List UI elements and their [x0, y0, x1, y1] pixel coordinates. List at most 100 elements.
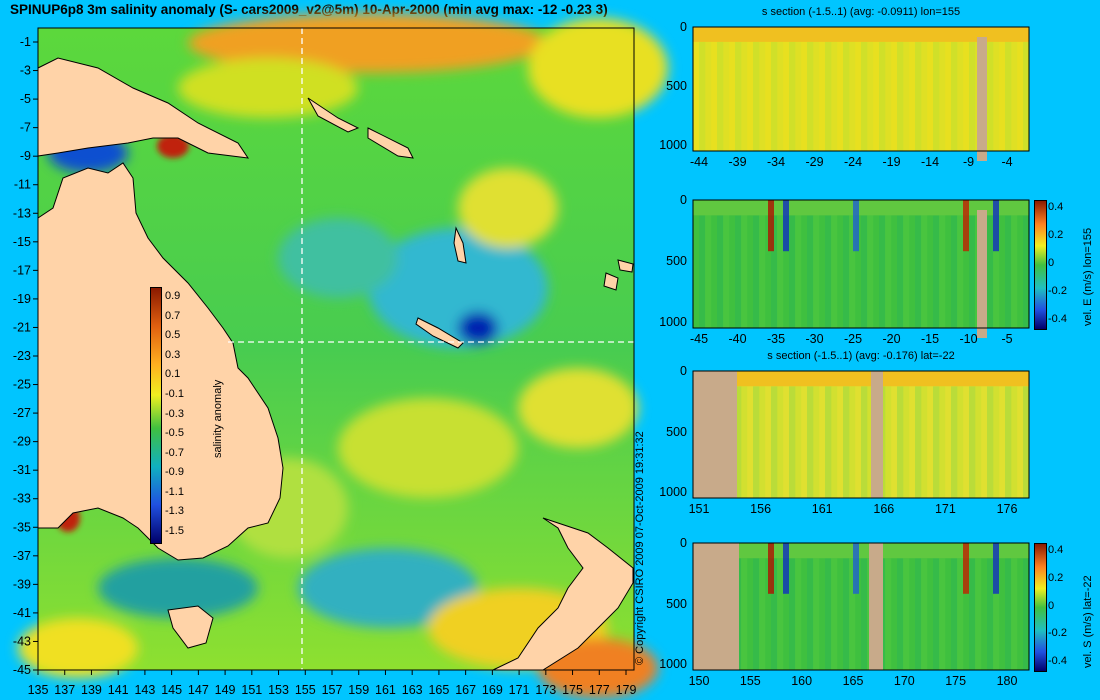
panel-x-tick-label: -14	[920, 155, 940, 169]
panel-x-tick-label: -24	[843, 155, 863, 169]
panel-y-tick-label: 500	[666, 424, 687, 439]
panel-y-tick-label: 1000	[659, 315, 687, 329]
panel-x-tick-label: 156	[750, 502, 772, 516]
page-title: SPINUP6p8 3m salinity anomaly (S- cars20…	[10, 2, 608, 17]
panel-y-tick-label: 0	[680, 536, 687, 550]
map-y-tick-label: -25	[13, 378, 31, 392]
map-y-tick-label: -5	[20, 92, 31, 106]
map-x-tick-label: 175	[562, 683, 583, 697]
panel-y-tick-label: 1000	[659, 657, 687, 671]
panel-x-tick-label: 161	[811, 502, 833, 516]
panel-colorbar-tick-label: 0.2	[1048, 229, 1064, 241]
section-land	[869, 543, 883, 670]
panel-x-tick-label: -10	[959, 332, 978, 346]
panel-x-tick-label: 171	[934, 502, 956, 516]
map-x-tick-label: 179	[616, 683, 637, 697]
map-x-tick-label: 139	[81, 683, 102, 697]
map-y-tick-label: -37	[13, 549, 31, 563]
panel-x-tick-label: -40	[728, 332, 747, 346]
map-x-tick-label: 169	[482, 683, 503, 697]
map-colorbar-tick-label: 0.1	[165, 368, 181, 381]
map-x-tick-label: 167	[455, 683, 476, 697]
map-y-tick-label: -31	[13, 463, 31, 477]
panel-x-tick-label: 180	[996, 674, 1018, 688]
section-panel-s-lat[interactable]	[692, 370, 1030, 499]
map-x-tick-label: 147	[188, 683, 209, 697]
panel-y-tick-label: 1000	[659, 485, 687, 499]
panel-x-tick-label: -5	[1001, 332, 1013, 346]
panel-x-tick-label: -4	[1001, 155, 1013, 169]
map-y-tick-label: -7	[20, 121, 31, 135]
panel-colorbar-tick-label: -0.4	[1048, 313, 1067, 325]
map-colorbar-tick-label: 0.7	[165, 309, 181, 322]
panel-x-tick-label: -29	[805, 155, 824, 169]
panel-x-tick-label: -15	[920, 332, 940, 346]
map-y-tick-label: -29	[13, 435, 31, 449]
panel-x-tick-label: 166	[873, 502, 895, 516]
map-y-tick-label: -13	[13, 206, 31, 220]
panel-x-tick-label: 170	[893, 674, 915, 688]
map-x-tick-label: 151	[241, 683, 262, 697]
map-y-tick-label: -19	[13, 292, 31, 306]
panel-x-tick-label: 155	[739, 674, 761, 688]
section-land	[693, 543, 739, 670]
map-x-tick-label: 137	[54, 683, 75, 697]
panel-colorbar-tick-label: 0	[1048, 599, 1055, 612]
panel-y-tick-label: 500	[666, 596, 687, 611]
panel-colorbar	[1034, 543, 1047, 672]
panel-x-tick-label: -45	[689, 332, 709, 346]
panel-x-tick-label: -20	[882, 332, 901, 346]
map-y-tick-label: -39	[13, 577, 31, 591]
map-colorbar-tick-label: -1.1	[165, 485, 184, 498]
map-x-tick-label: 149	[215, 683, 236, 697]
panel-x-tick-label: -9	[962, 155, 975, 169]
map-x-tick-label: 135	[28, 683, 49, 697]
map-y-tick-label: -21	[13, 320, 31, 334]
panel-x-tick-label: -35	[766, 332, 786, 346]
panel-title: s section (-1.5..1) (avg: -0.176) lat=-2…	[767, 350, 955, 362]
map-colorbar-tick-label: 0.3	[165, 348, 181, 361]
section-land	[693, 371, 737, 498]
panel-y-tick-label: 500	[666, 79, 687, 93]
map-y-tick-label: -3	[20, 64, 31, 78]
map-x-tick-label: 165	[428, 683, 449, 697]
panel-y-tick-label: 0	[680, 364, 687, 378]
panel-y-tick-label: 500	[666, 254, 687, 268]
map-x-tick-label: 145	[161, 683, 182, 697]
map-x-tick-label: 161	[375, 683, 396, 697]
map-y-tick-label: -45	[13, 663, 31, 677]
map-colorbar-tick-label: -0.5	[165, 427, 184, 440]
map-frame	[37, 27, 635, 671]
map-colorbar-tick-label: -0.3	[165, 407, 184, 420]
panel-x-tick-label: -25	[843, 332, 863, 346]
panel-y-tick-label: 0	[680, 193, 687, 207]
panel-x-tick-label: 160	[791, 674, 813, 688]
map-y-tick-label: -23	[13, 349, 31, 363]
panel-colorbar-tick-label: -0.2	[1048, 627, 1067, 640]
section-panel-s-lon[interactable]	[692, 26, 1030, 161]
map-y-tick-label: -33	[13, 492, 31, 506]
panel-x-tick-label: 176	[996, 502, 1018, 516]
map-x-tick-label: 177	[589, 683, 610, 697]
panel-colorbar	[1034, 200, 1047, 330]
map-colorbar-tick-label: -0.1	[165, 387, 184, 400]
section-panel-v-lat[interactable]	[692, 542, 1030, 671]
map-x-tick-label: 171	[509, 683, 530, 697]
panel-x-tick-label: 150	[688, 674, 710, 688]
map-colorbar-tick-label: -1.3	[165, 505, 184, 518]
panel-x-tick-label: -30	[805, 332, 824, 346]
map-y-tick-label: -17	[13, 263, 31, 277]
section-panel-u-lon[interactable]	[692, 199, 1030, 338]
copyright-note: © Copyright CSIRO 2009 07-Oct-2009 19:31…	[634, 431, 646, 665]
map-x-tick-label: 155	[295, 683, 316, 697]
map-y-tick-label: -35	[13, 520, 31, 534]
panel-x-tick-label: -39	[728, 155, 747, 169]
map-colorbar-tick-label: -0.9	[165, 466, 184, 479]
map-colorbar-tick-label: 0.9	[165, 290, 181, 302]
map-y-tick-label: -11	[14, 178, 31, 192]
map-x-tick-label: 143	[134, 683, 155, 697]
map-y-tick-label: -1	[20, 35, 31, 49]
panel-colorbar-label: vel. S (m/s) lat=-22	[1082, 575, 1094, 668]
map-x-tick-label: 159	[348, 683, 369, 697]
panel-x-tick-label: 165	[842, 674, 864, 688]
